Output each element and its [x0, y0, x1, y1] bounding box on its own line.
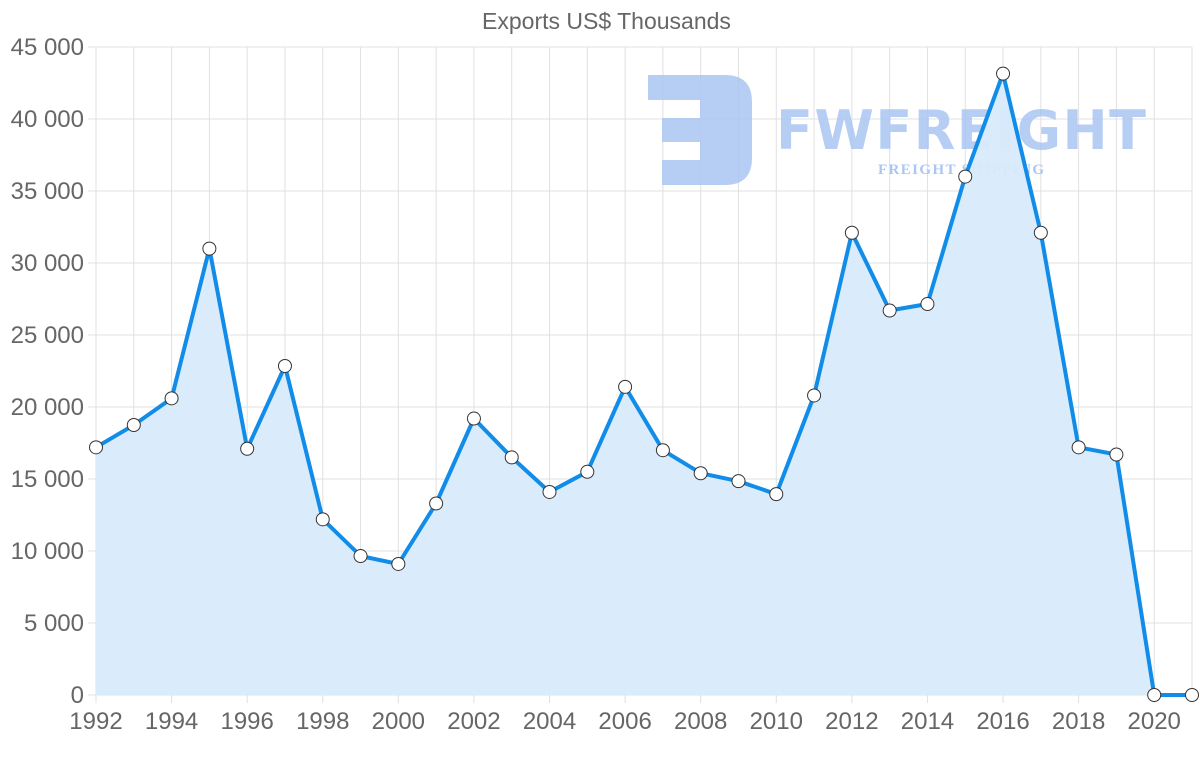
data-point[interactable] [542, 484, 557, 499]
x-tick-label: 2012 [825, 708, 878, 735]
data-point[interactable] [429, 496, 444, 511]
data-point[interactable] [618, 379, 633, 394]
data-point[interactable] [391, 556, 406, 571]
area-fill [96, 73, 1192, 696]
data-point[interactable] [882, 303, 897, 318]
y-axis: 0 5 000 10 000 15 000 20 000 25 000 30 000 35 0… [11, 34, 84, 709]
x-tick-label: 1996 [220, 708, 273, 735]
data-point[interactable] [164, 391, 179, 406]
x-tick-label: 2018 [1052, 708, 1105, 735]
data-point[interactable] [240, 441, 255, 456]
data-point[interactable] [466, 411, 481, 426]
y-tick-label: 10 000 [11, 538, 84, 565]
data-point[interactable] [1033, 225, 1048, 240]
y-tick-label: 35 000 [11, 178, 84, 205]
x-tick-label: 2000 [372, 708, 425, 735]
data-point[interactable] [655, 443, 670, 458]
data-point[interactable] [996, 66, 1011, 81]
y-tick-label: 15 000 [11, 466, 84, 493]
y-tick-label: 20 000 [11, 394, 84, 421]
data-point[interactable] [1147, 688, 1162, 702]
data-point[interactable] [315, 512, 330, 527]
y-tick-label: 0 [71, 682, 84, 709]
x-tick-label: 2008 [674, 708, 727, 735]
data-point[interactable] [769, 487, 784, 502]
x-axis: 1992 1994 1996 1998 2000 2002 2004 2006 2008 2010… [69, 708, 1181, 735]
data-point[interactable] [920, 297, 935, 312]
x-tick-label: 2004 [523, 708, 576, 735]
x-tick-label: 2016 [976, 708, 1029, 735]
data-point[interactable] [580, 464, 595, 479]
x-tick-label: 2020 [1128, 708, 1181, 735]
data-point[interactable] [1109, 447, 1124, 462]
x-tick-label: 1992 [69, 708, 122, 735]
x-tick-label: 2006 [598, 708, 651, 735]
data-point[interactable] [693, 466, 708, 481]
data-point[interactable] [731, 474, 746, 489]
x-tick-label: 2010 [750, 708, 803, 735]
chart-title: Exports US$ Thousands [482, 8, 731, 34]
data-point[interactable] [89, 440, 103, 455]
x-tick-label: 1994 [145, 708, 198, 735]
data-point[interactable] [1185, 688, 1199, 702]
data-point[interactable] [353, 549, 368, 564]
data-point[interactable] [504, 450, 519, 465]
y-tick-label: 30 000 [11, 250, 84, 277]
watermark-logo: FWFREIGHTFREIGHT SHIPPING [648, 75, 1146, 185]
watermark-brand: FWFREIGHT [776, 99, 1146, 162]
series-line [94, 71, 1192, 697]
y-tick-label: 25 000 [11, 322, 84, 349]
data-point[interactable] [126, 418, 141, 432]
data-point[interactable] [807, 388, 822, 403]
x-tick-label: 2002 [447, 708, 500, 735]
data-point[interactable] [844, 225, 859, 240]
x-tick-label: 2014 [901, 708, 954, 735]
data-point[interactable] [1071, 440, 1086, 455]
y-tick-label: 45 000 [11, 34, 84, 61]
data-point[interactable] [277, 358, 292, 373]
data-points [89, 66, 1199, 702]
y-tick-label: 40 000 [11, 106, 84, 133]
watermark-icon [648, 75, 752, 185]
data-point[interactable] [202, 241, 217, 256]
x-tick-label: 1998 [296, 708, 349, 735]
data-point[interactable] [958, 169, 973, 184]
y-tick-label: 5 000 [24, 610, 84, 637]
